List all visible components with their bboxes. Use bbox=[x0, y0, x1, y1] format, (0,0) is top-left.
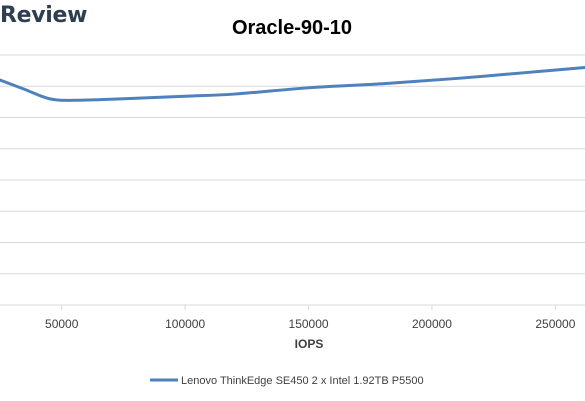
chart-title: Oracle-90-10 bbox=[232, 17, 352, 39]
x-axis-ticks: 50000 100000 150000 200000 250000 bbox=[45, 305, 576, 331]
plot-area bbox=[0, 66, 585, 102]
brand-logo-text: Review bbox=[0, 3, 88, 28]
x-tick-label: 250000 bbox=[535, 317, 575, 331]
x-axis-title: IOPS bbox=[295, 337, 324, 351]
x-tick-label: 100000 bbox=[165, 317, 205, 331]
x-tick-label: 150000 bbox=[289, 317, 329, 331]
gridlines bbox=[0, 54, 585, 306]
legend: Lenovo ThinkEdge SE450 2 x Intel 1.92TB … bbox=[150, 375, 424, 387]
x-tick-label: 200000 bbox=[412, 317, 452, 331]
legend-label: Lenovo ThinkEdge SE450 2 x Intel 1.92TB … bbox=[181, 375, 424, 387]
x-tick-label: 50000 bbox=[45, 317, 79, 331]
series-line bbox=[0, 66, 585, 102]
